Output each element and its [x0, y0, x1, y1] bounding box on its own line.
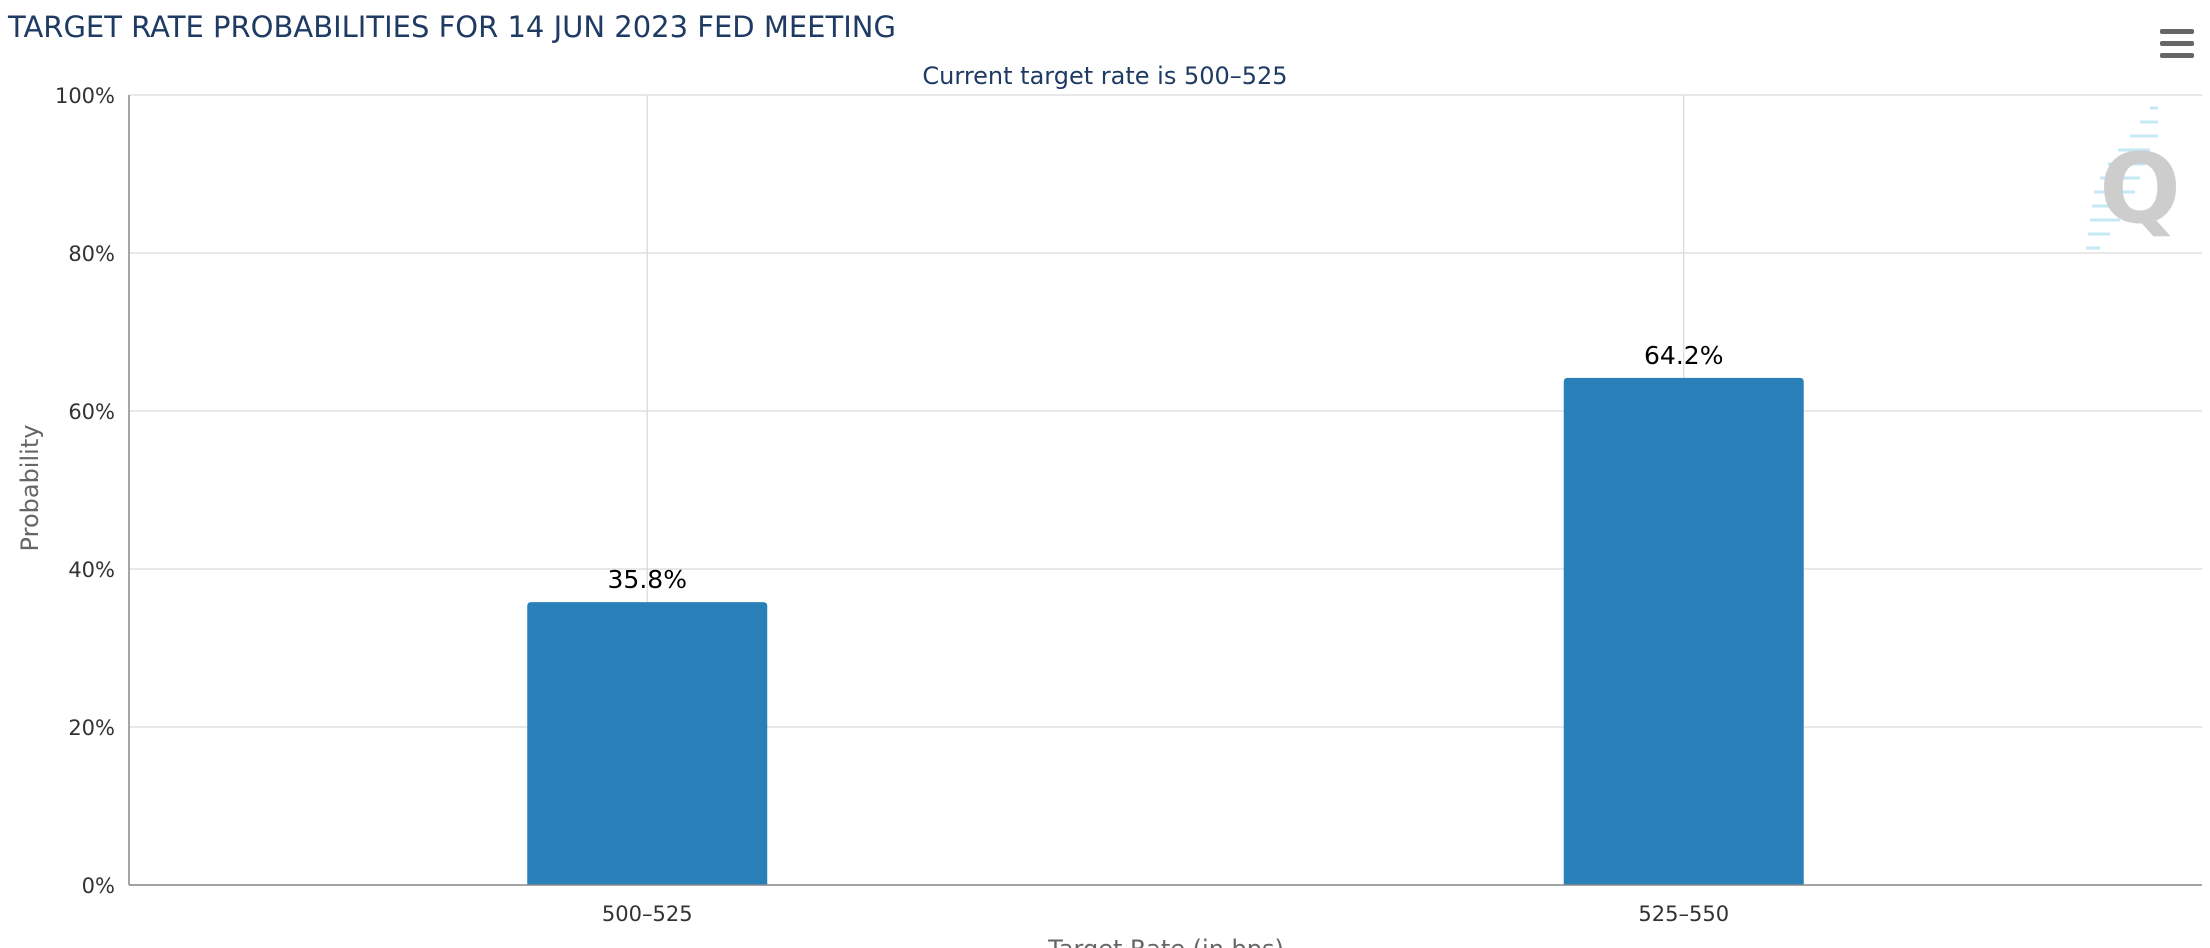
svg-text:Q: Q [2099, 133, 2181, 245]
data-label: 64.2% [1644, 341, 1723, 370]
y-tick-labels: 0% 20% 40% 60% 80% 100% [55, 84, 115, 898]
y-tick-label: 20% [68, 716, 115, 740]
bar-500–525[interactable] [527, 602, 768, 885]
data-labels: 35.8% 64.2% [608, 341, 1724, 594]
watermark-logo: Q [2086, 106, 2181, 250]
data-label: 35.8% [608, 565, 687, 594]
chart-subtitle: Current target rate is 500–525 [922, 62, 1287, 90]
y-tick-label: 80% [68, 242, 115, 266]
x-tick-label: 500–525 [602, 902, 693, 926]
x-tick-labels: 500–525 525–550 [602, 902, 1729, 926]
y-tick-label: 100% [55, 84, 115, 108]
y-tick-label: 0% [82, 874, 115, 898]
y-tick-label: 40% [68, 558, 115, 582]
y-axis-label: Probability [16, 425, 44, 552]
bar-525–550[interactable] [1563, 377, 1804, 885]
x-tick-label: 525–550 [1638, 902, 1729, 926]
gridlines [129, 94, 2202, 886]
chart-menu-button[interactable] [2152, 20, 2198, 66]
bars [527, 377, 1804, 885]
hamburger-menu-icon [2160, 29, 2194, 58]
x-axis-label: Target Rate (in bps) [1047, 935, 1284, 948]
axes [128, 95, 2202, 886]
chart-title: TARGET RATE PROBABILITIES FOR 14 JUN 202… [7, 10, 896, 44]
y-tick-label: 60% [68, 400, 115, 424]
